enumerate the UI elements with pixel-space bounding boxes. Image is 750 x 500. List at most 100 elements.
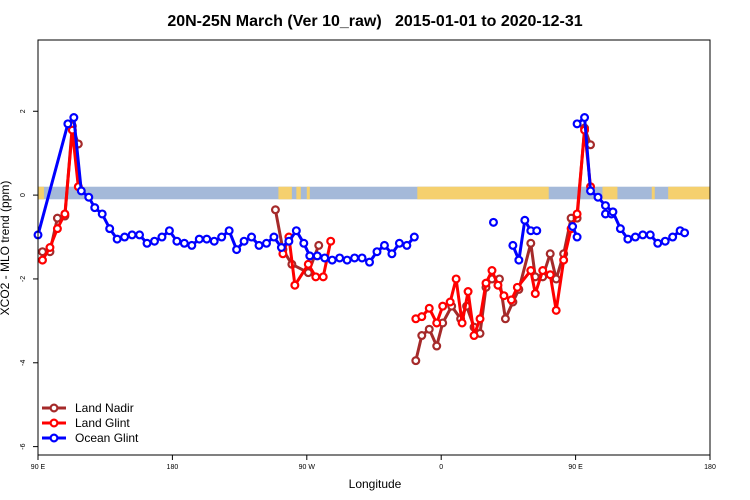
land-glint-point-2-22 [559,255,569,265]
land-nadir-point-2-3 [432,341,442,351]
ocean-glint-point-0-18 [187,240,197,250]
ocean-glint-point-0-30 [276,243,286,253]
land-glint-point-2-3 [432,318,442,328]
ocean-glint-point-5-7 [623,234,633,244]
legend-marker-2 [49,433,59,443]
x-tick-label-2: 90 W [299,464,316,471]
ocean-glint-point-0-43 [372,247,382,257]
ocean-glint-point-0-7 [105,224,115,234]
ocean-glint-point-0-16 [172,236,182,246]
axes: 90 E 180 90 W 0 90 E 180 2 0 -2 -4 -6 [20,109,716,471]
legend-marker-0 [49,403,59,413]
land-glint-point-2-9 [469,331,479,341]
land-glint-point-2-18 [530,289,540,299]
land-glint-point-2-12 [487,266,497,276]
land-nadir-point-1-4 [314,240,324,250]
ocean-glint-point-0-29 [269,232,279,242]
land-glint-point-2-2 [424,303,434,313]
y-tick-label-3: -4 [20,360,27,366]
y-tick-label-0: 2 [20,109,27,113]
ocean-glint-point-0-6 [97,209,107,219]
land-glint-point-0-0 [37,255,47,265]
land-glint-point-2-4 [438,301,448,311]
ocean-glint-point-0-39 [342,255,352,265]
land-segment-0 [38,186,44,200]
x-tick-label-4: 90 E [568,464,583,471]
ocean-glint-point-0-5 [90,203,100,213]
ocean-glint-point-0-47 [402,240,412,250]
land-segment-4 [417,186,549,200]
ocean-glint-point-0-25 [239,236,249,246]
series-ocean-glint [33,113,690,267]
land-glint-point-2-7 [457,318,467,328]
ocean-glint-point-2-0 [508,240,518,250]
land-nadir-point-2-16 [526,238,536,248]
land-glint-point-2-16 [512,282,522,292]
x-axis-label: Longitude [349,477,402,491]
land-glint-point-1-5 [318,272,328,282]
x-tick-label-1: 180 [167,464,179,471]
ocean-glint-point-0-35 [312,251,322,261]
land-glint-point-2-10 [475,314,485,324]
ocean-glint-point-0-3 [76,186,86,196]
ocean-glint-point-0-33 [299,238,309,248]
land-glint-point-2-15 [506,295,516,305]
ocean-glint-point-0-21 [209,236,219,246]
ocean-glint-point-5-9 [638,230,648,240]
ocean-glint-point-0-32 [291,226,301,236]
ocean-glint-point-2-2 [520,215,530,225]
ocean-glint-point-0-20 [202,234,212,244]
land-glint-point-2-13 [493,280,503,290]
land-glint-point-2-8 [463,287,473,297]
ocean-glint-point-5-0 [572,119,582,129]
x-tick-label-0: 90 E [31,464,46,471]
ocean-glint-point-0-42 [365,257,375,267]
series-layer [33,113,690,366]
land-glint-point-0-3 [60,209,70,219]
ocean-glint-point-5-5 [608,207,618,217]
ocean-glint-point-5-12 [660,236,670,246]
land-glint-point-2-19 [538,266,548,276]
ocean-glint-point-0-9 [120,232,130,242]
land-nadir-point-2-19 [545,249,555,259]
ocean-glint-point-0-12 [142,238,152,248]
ocean-glint-point-5-10 [645,230,655,240]
ocean-glint-point-0-2 [69,113,79,123]
land-glint-point-1-3 [303,259,313,269]
ocean-glint-point-0-31 [284,236,294,246]
ocean-glint-point-5-2 [586,186,596,196]
ocean-glint-line-5 [575,116,687,245]
land-segment-5 [602,186,618,200]
ocean-glint-point-5-6 [615,224,625,234]
background-map-strip [38,186,710,200]
ocean-glint-point-0-37 [327,255,337,265]
ocean-glint-point-0-15 [164,226,174,236]
ocean-glint-point-0-4 [84,192,94,202]
ocean-glint-point-0-40 [350,253,360,263]
land-nadir-point-2-13 [500,314,510,324]
ocean-glint-point-0-48 [409,232,419,242]
y-tick-label-4: -6 [20,443,27,449]
ocean-glint-point-0-10 [127,230,137,240]
ocean-glint-point-2-4 [532,226,542,236]
land-segment-7 [668,186,710,200]
ocean-glint-point-5-15 [680,228,690,238]
land-segment-3 [306,186,310,200]
ocean-glint-point-0-36 [320,253,330,263]
land-glint-point-2-1 [417,312,427,322]
ocean-glint-point-0-19 [194,234,204,244]
legend-marker-1 [49,418,59,428]
ocean-glint-point-5-8 [630,232,640,242]
ocean-glint-point-0-1 [63,119,73,129]
x-tick-label-3: 0 [439,464,443,471]
ocean-glint-point-0-34 [305,251,315,261]
ocean-glint-point-0-44 [379,240,389,250]
land-nadir-point-1-0 [270,205,280,215]
y-tick-label-1: 0 [20,193,27,197]
land-glint-point-2-21 [551,305,561,315]
land-nadir-point-2-2 [424,324,434,334]
land-segment-2 [296,186,301,200]
chart-title: 20N-25N March (Ver 10_raw) 2015-01-01 to… [167,13,582,30]
ocean-glint-point-1-0 [488,217,498,227]
